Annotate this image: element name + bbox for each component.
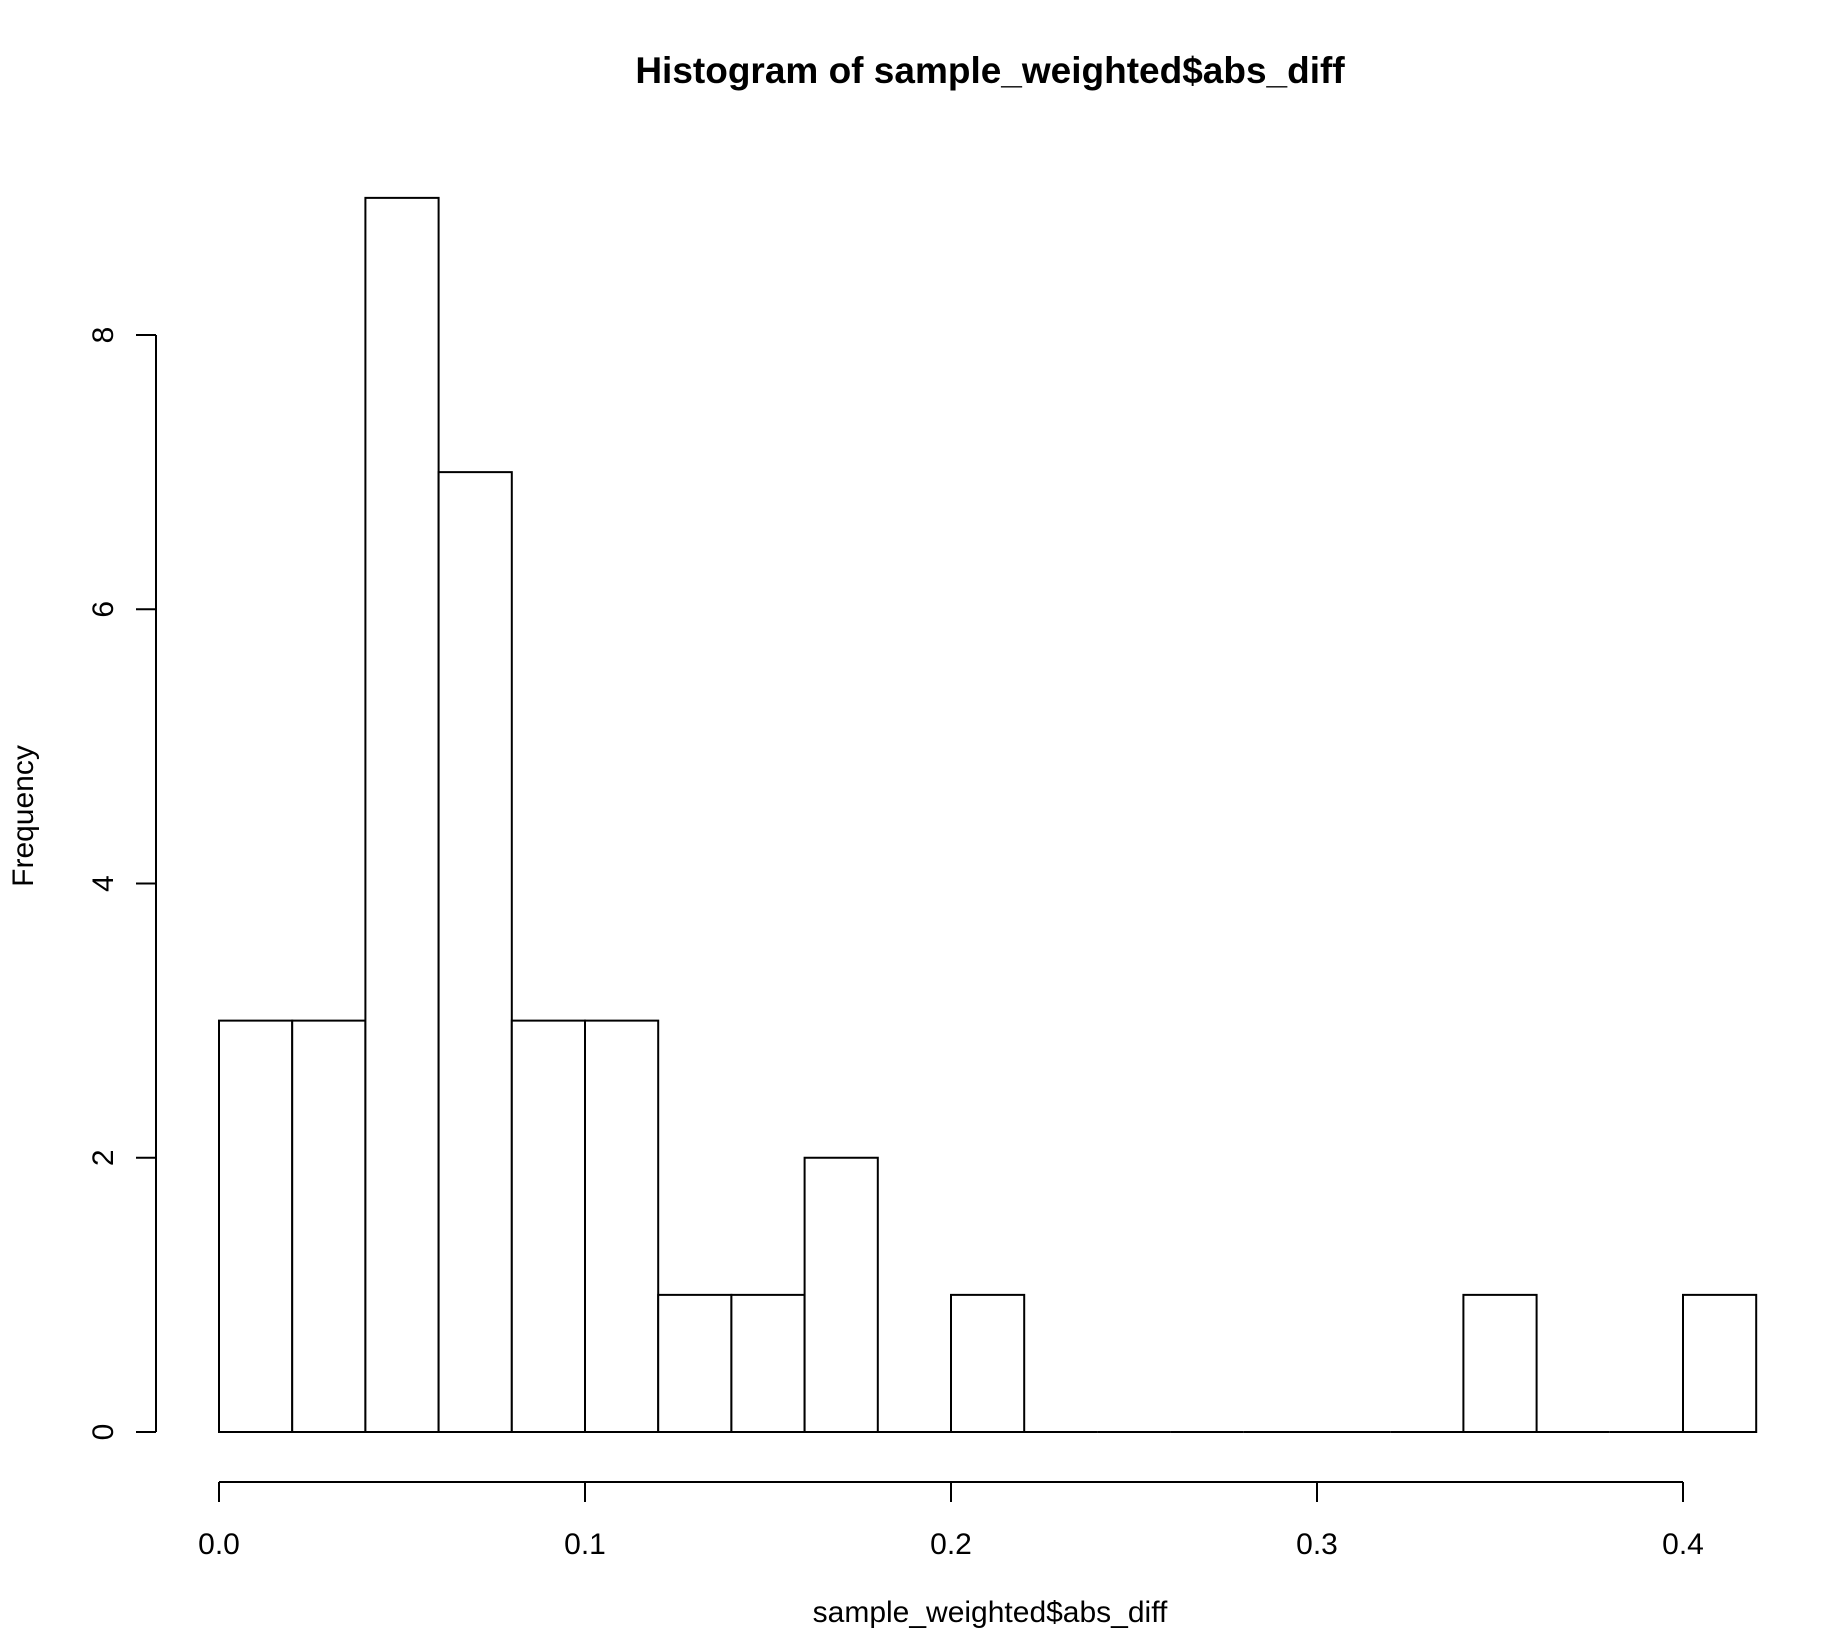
y-tick-label-1: 2	[87, 1149, 120, 1166]
histogram-bar-0	[218, 1019, 294, 1433]
y-tick-label-2: 4	[87, 875, 120, 892]
y-tick-label-4: 8	[87, 327, 120, 344]
histogram-bar-1	[291, 1019, 367, 1433]
histogram-bar-10	[950, 1293, 1026, 1433]
histogram-bar-2	[364, 196, 440, 1433]
histogram-bar-7	[730, 1293, 806, 1433]
x-tick-label-0: 0.0	[198, 1528, 240, 1561]
chart-title: Histogram of sample_weighted$abs_diff	[635, 50, 1345, 91]
x-tick-label-2: 0.2	[930, 1528, 972, 1561]
x-tick-label-4: 0.4	[1662, 1528, 1704, 1561]
x-axis: 0.0 0.1 0.2 0.3 0.4	[198, 1481, 1704, 1561]
x-axis-label: sample_weighted$abs_diff	[813, 1596, 1168, 1629]
y-tick-label-0: 0	[87, 1424, 120, 1441]
histogram-bar-4	[510, 1019, 586, 1433]
x-tick-label-3: 0.3	[1296, 1528, 1338, 1561]
histogram-bar-20	[1682, 1293, 1758, 1433]
histogram-bars	[218, 196, 1758, 1433]
x-tick-label-1: 0.1	[564, 1528, 606, 1561]
histogram-bar-17	[1462, 1293, 1538, 1433]
y-tick-label-3: 6	[87, 601, 120, 618]
histogram-bar-5	[584, 1019, 660, 1433]
histogram-bar-8	[803, 1156, 879, 1433]
histogram-bar-6	[657, 1293, 733, 1433]
y-axis: 0 2 4 6 8	[87, 327, 157, 1441]
histogram-bar-3	[437, 471, 513, 1433]
y-axis-label: Frequency	[7, 745, 40, 887]
